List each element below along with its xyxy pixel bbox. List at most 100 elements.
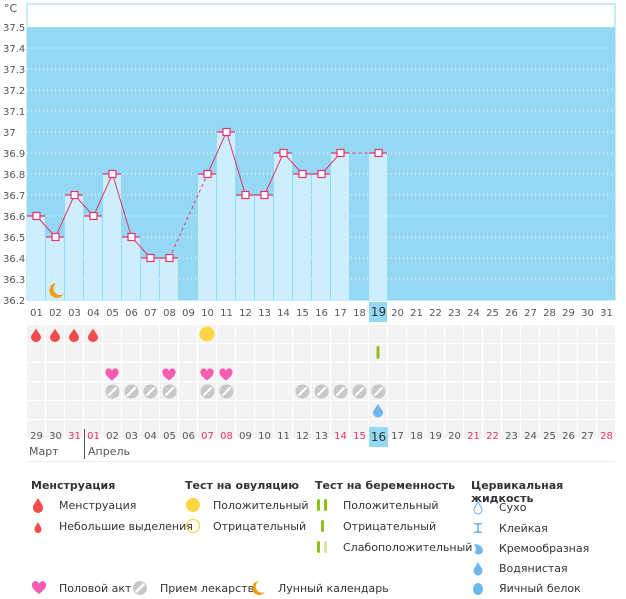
day-cell[interactable] <box>578 325 596 343</box>
calendar-date[interactable]: 27 <box>581 431 594 442</box>
day-cell[interactable] <box>388 325 406 343</box>
day-cell[interactable] <box>331 344 349 362</box>
day-cell[interactable] <box>274 344 292 362</box>
day-cell[interactable] <box>179 344 197 362</box>
day-cell[interactable] <box>464 401 482 419</box>
day-cell[interactable] <box>521 363 539 381</box>
day-cell[interactable] <box>141 401 159 419</box>
day-cell[interactable] <box>331 420 349 438</box>
day-cell[interactable] <box>255 420 273 438</box>
day-cell[interactable] <box>483 420 501 438</box>
day-cell[interactable] <box>521 382 539 400</box>
calendar-date[interactable]: 18 <box>410 431 423 442</box>
day-cell[interactable] <box>217 420 235 438</box>
day-cell[interactable] <box>312 420 330 438</box>
day-cell[interactable] <box>46 401 64 419</box>
day-cell[interactable] <box>84 420 102 438</box>
day-cell[interactable] <box>179 363 197 381</box>
calendar-date[interactable]: 08 <box>220 431 233 442</box>
day-cell[interactable] <box>445 382 463 400</box>
day-cell[interactable] <box>559 420 577 438</box>
day-cell[interactable] <box>407 363 425 381</box>
day-cell[interactable] <box>426 420 444 438</box>
calendar-date[interactable]: 25 <box>543 431 556 442</box>
day-cell[interactable] <box>578 401 596 419</box>
day-cell[interactable] <box>331 401 349 419</box>
day-cell[interactable] <box>578 420 596 438</box>
day-cell[interactable] <box>388 420 406 438</box>
day-cell[interactable] <box>502 363 520 381</box>
day-cell[interactable] <box>597 401 615 419</box>
day-cell[interactable] <box>426 344 444 362</box>
day-cell[interactable] <box>369 325 387 343</box>
day-cell[interactable] <box>445 325 463 343</box>
day-cell[interactable] <box>217 344 235 362</box>
day-cell[interactable] <box>426 363 444 381</box>
day-cell[interactable] <box>521 420 539 438</box>
calendar-date[interactable]: 07 <box>201 431 214 442</box>
day-cell[interactable] <box>65 401 83 419</box>
day-cell[interactable] <box>388 382 406 400</box>
day-cell[interactable] <box>540 344 558 362</box>
day-cell[interactable] <box>236 344 254 362</box>
day-cell[interactable] <box>198 420 216 438</box>
day-cell[interactable] <box>293 401 311 419</box>
calendar-date[interactable]: 01 <box>87 431 100 442</box>
day-cell[interactable] <box>426 382 444 400</box>
calendar-date[interactable]: 11 <box>277 431 290 442</box>
day-cell[interactable] <box>540 363 558 381</box>
day-cell[interactable] <box>65 420 83 438</box>
day-cell[interactable] <box>597 420 615 438</box>
day-cell[interactable] <box>122 363 140 381</box>
calendar-date[interactable]: 10 <box>258 431 271 442</box>
day-cell[interactable] <box>84 344 102 362</box>
calendar-date[interactable]: 09 <box>239 431 252 442</box>
day-cell[interactable] <box>502 420 520 438</box>
day-cell[interactable] <box>293 420 311 438</box>
calendar-date[interactable]: 03 <box>125 431 138 442</box>
day-cell[interactable] <box>46 382 64 400</box>
day-cell[interactable] <box>350 401 368 419</box>
day-cell[interactable] <box>27 401 45 419</box>
day-cell[interactable] <box>559 344 577 362</box>
day-cell[interactable] <box>255 363 273 381</box>
day-cell[interactable] <box>388 401 406 419</box>
day-cell[interactable] <box>293 363 311 381</box>
day-cell[interactable] <box>293 325 311 343</box>
day-cell[interactable] <box>84 382 102 400</box>
calendar-date[interactable]: 05 <box>163 431 176 442</box>
calendar-date[interactable]: 17 <box>391 431 404 442</box>
day-cell[interactable] <box>407 325 425 343</box>
day-cell[interactable] <box>179 382 197 400</box>
day-cell[interactable] <box>236 363 254 381</box>
day-cell[interactable] <box>160 344 178 362</box>
calendar-date[interactable]: 23 <box>505 431 518 442</box>
calendar-date[interactable]: 26 <box>562 431 575 442</box>
calendar-date[interactable]: 14 <box>334 431 347 442</box>
day-cell[interactable] <box>464 382 482 400</box>
day-cell[interactable] <box>597 344 615 362</box>
day-cell[interactable] <box>502 325 520 343</box>
day-cell[interactable] <box>483 325 501 343</box>
calendar-date[interactable]: 15 <box>353 431 366 442</box>
day-cell[interactable] <box>141 363 159 381</box>
day-cell[interactable] <box>540 382 558 400</box>
day-cell[interactable] <box>179 325 197 343</box>
day-cell[interactable] <box>445 344 463 362</box>
day-cell[interactable] <box>312 363 330 381</box>
day-cell[interactable] <box>483 401 501 419</box>
calendar-date[interactable]: 16 <box>369 427 388 447</box>
day-cell[interactable] <box>179 420 197 438</box>
day-cell[interactable] <box>597 325 615 343</box>
day-cell[interactable] <box>350 363 368 381</box>
day-cell[interactable] <box>597 382 615 400</box>
calendar-date[interactable]: 12 <box>296 431 309 442</box>
day-cell[interactable] <box>521 344 539 362</box>
day-cell[interactable] <box>540 325 558 343</box>
calendar-date[interactable]: 29 <box>30 431 43 442</box>
day-cell[interactable] <box>27 382 45 400</box>
calendar-date[interactable]: 19 <box>429 431 442 442</box>
day-cell[interactable] <box>369 363 387 381</box>
day-cell[interactable] <box>103 420 121 438</box>
day-cell[interactable] <box>597 363 615 381</box>
